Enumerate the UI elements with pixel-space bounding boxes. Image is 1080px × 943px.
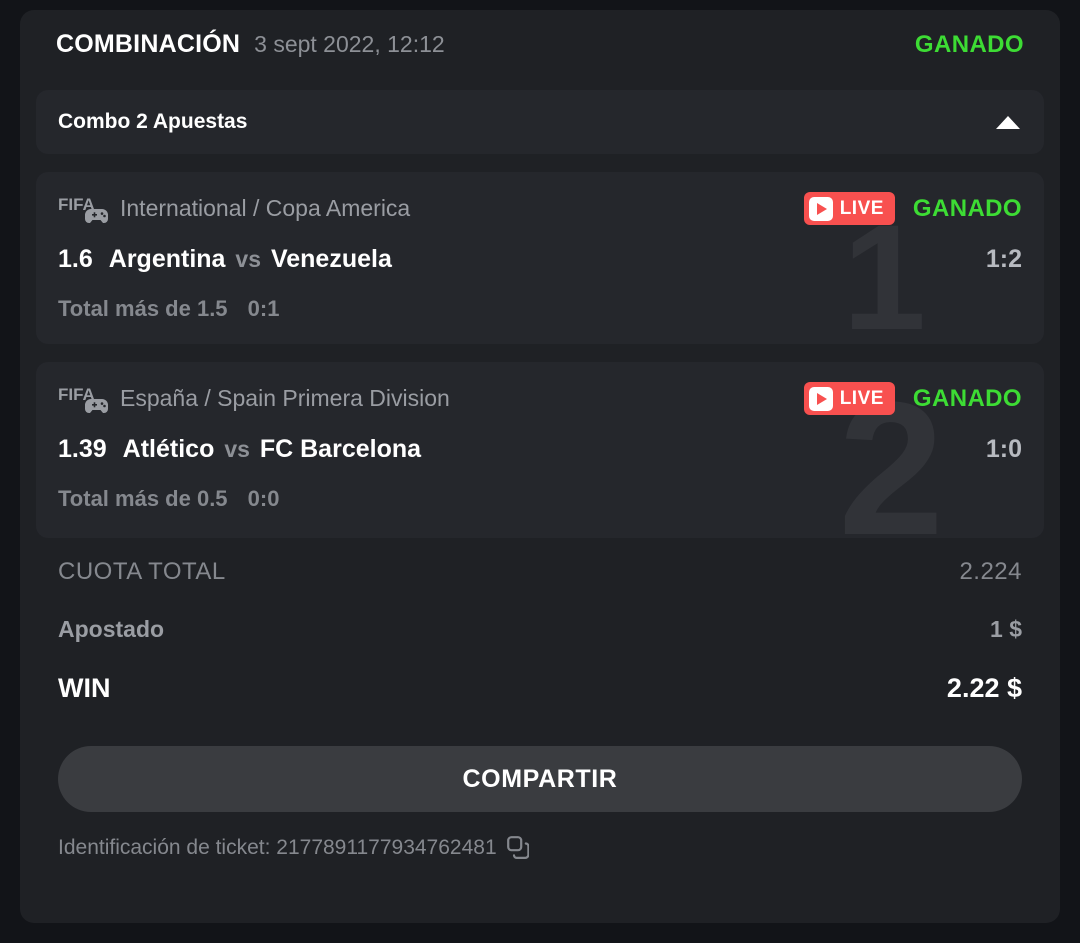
- bet-main-line: 1.6 Argentina vs Venezuela 1:2: [58, 245, 1022, 274]
- copy-icon[interactable]: [506, 836, 529, 860]
- vs-label: vs: [224, 436, 250, 462]
- svg-text:FIFA: FIFA: [58, 385, 95, 404]
- bet-odds: 1.39: [58, 435, 107, 463]
- bet-row-meta: LIVE GANADO: [803, 382, 1022, 415]
- stake-row: Apostado 1 $: [58, 616, 1022, 643]
- home-team: Argentina: [108, 245, 226, 273]
- total-odds-row: CUOTA TOTAL 2.224: [58, 558, 1022, 586]
- share-button[interactable]: COMPARTIR: [58, 746, 1022, 812]
- bet-row-header: FIFA International / Copa America: [58, 192, 1022, 225]
- slip-status-badge: GANADO: [914, 31, 1024, 58]
- bet-row-meta: LIVE GANADO: [803, 192, 1022, 225]
- bet-row-header: FIFA España / Spain Primera Division: [58, 382, 1022, 415]
- live-badge[interactable]: LIVE: [803, 192, 895, 225]
- live-label: LIVE: [839, 387, 884, 409]
- league-name: España / Spain Primera Division: [120, 385, 450, 411]
- bet-row[interactable]: 1 FIFA International / Copa America: [36, 172, 1044, 344]
- bet-status-badge: GANADO: [912, 194, 1022, 222]
- market-score: 0:0: [247, 486, 280, 511]
- play-icon: [808, 386, 833, 411]
- bet-market-line: Total más de 1.5 0:1: [58, 296, 1022, 322]
- live-badge[interactable]: LIVE: [803, 382, 895, 415]
- market-name: Total más de 1.5: [58, 296, 228, 321]
- live-label: LIVE: [839, 197, 884, 219]
- play-icon: [808, 196, 833, 221]
- slip-type-label: COMBINACIÓN: [56, 30, 241, 58]
- away-team: FC Barcelona: [259, 435, 422, 463]
- stake-value: 1 $: [990, 616, 1022, 642]
- stake-label: Apostado: [58, 616, 165, 642]
- total-odds-label: CUOTA TOTAL: [58, 558, 226, 585]
- bet-teams: Argentina vs Venezuela: [109, 245, 392, 274]
- vs-label: vs: [235, 246, 261, 272]
- bet-main-line: 1.39 Atlético vs FC Barcelona 1:0: [58, 435, 1022, 464]
- combo-title: Combo 2 Apuestas: [58, 110, 248, 133]
- home-team: Atlético: [122, 435, 215, 463]
- svg-text:FIFA: FIFA: [58, 195, 95, 214]
- bet-teams: Atlético vs FC Barcelona: [123, 435, 421, 464]
- totals-section: CUOTA TOTAL 2.224 Apostado 1 $ WIN 2.22 …: [36, 538, 1044, 704]
- away-team: Venezuela: [270, 245, 392, 273]
- bet-market-line: Total más de 0.5 0:0: [58, 486, 1022, 512]
- market-name: Total más de 0.5: [58, 486, 228, 511]
- combo-header-row[interactable]: Combo 2 Apuestas: [36, 90, 1044, 154]
- collapse-toggle-button[interactable]: [994, 108, 1022, 136]
- total-odds-value: 2.224: [959, 558, 1022, 585]
- market-score: 0:1: [247, 296, 280, 321]
- ticket-id-row: Identificación de ticket: 21778911779347…: [58, 836, 1022, 860]
- bet-status-badge: GANADO: [912, 384, 1022, 412]
- bet-row[interactable]: 2 FIFA España / Spain Primera Division: [36, 362, 1044, 538]
- bet-odds: 1.6: [58, 245, 93, 273]
- fifa-esports-icon: FIFA: [58, 195, 108, 223]
- share-button-label: COMPARTIR: [462, 764, 618, 793]
- fifa-esports-icon: FIFA: [58, 385, 108, 413]
- bet-slip-card: COMBINACIÓN 3 sept 2022, 12:12 GANADO Co…: [20, 10, 1060, 923]
- ticket-id-text: Identificación de ticket: 21778911779347…: [58, 836, 497, 859]
- match-score: 1:0: [985, 435, 1022, 463]
- triangle-up-icon: [996, 115, 1020, 129]
- match-score: 1:2: [985, 245, 1022, 273]
- slip-date: 3 sept 2022, 12:12: [254, 31, 445, 57]
- league-name: International / Copa America: [120, 195, 411, 221]
- win-label: WIN: [58, 673, 111, 703]
- win-value: 2.22 $: [946, 673, 1022, 703]
- win-row: WIN 2.22 $: [58, 673, 1022, 704]
- slip-header: COMBINACIÓN 3 sept 2022, 12:12 GANADO: [36, 30, 1044, 88]
